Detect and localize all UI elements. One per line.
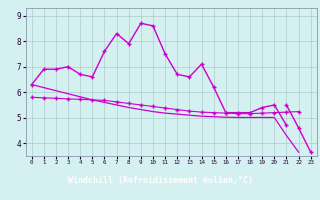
Text: Windchill (Refroidissement éolien,°C): Windchill (Refroidissement éolien,°C) (68, 176, 252, 184)
